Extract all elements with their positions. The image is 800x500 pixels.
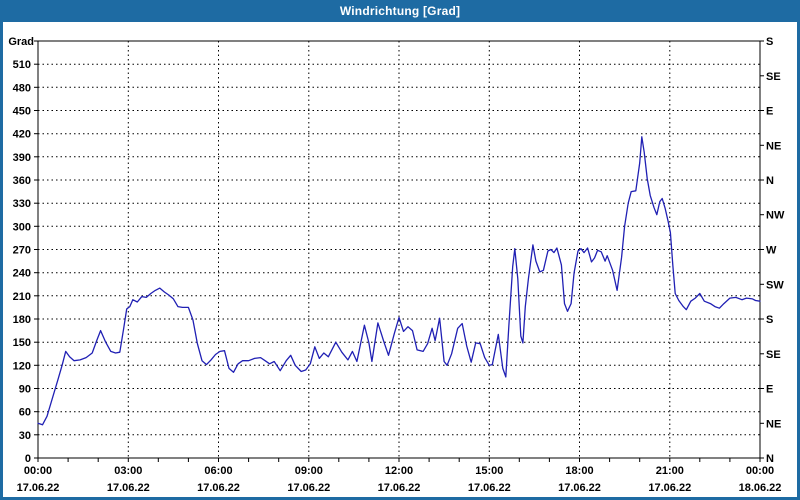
window-titlebar[interactable]: Windrichtung [Grad] — [3, 0, 797, 22]
y-right-compass-label: W — [766, 245, 777, 257]
y-left-tick-label: 120 — [13, 360, 31, 372]
x-date-label: 17.06.22 — [197, 482, 240, 494]
y-left-tick-label: 330 — [13, 198, 31, 210]
y-left-tick-label: 300 — [13, 221, 31, 233]
gridlines — [38, 41, 760, 458]
x-time-label: 12:00 — [385, 465, 413, 477]
y-left-tick-label: 390 — [13, 152, 31, 164]
y-left-tick-label: 420 — [13, 129, 31, 141]
series — [37, 136, 761, 426]
y-right-compass-label: SW — [766, 279, 784, 291]
y-left-tick-label: 30 — [19, 430, 31, 442]
y-left-axis: 0 30 60 90 120 150 180 210 240 270 300 330 360 390 420… — [8, 36, 38, 465]
y-left-tick-label: 360 — [13, 175, 31, 187]
y-left-tick-label: 510 — [13, 59, 31, 71]
x-time-label: 09:00 — [295, 465, 323, 477]
x-time-label: 15:00 — [475, 465, 503, 477]
y-right-compass-label: E — [766, 106, 773, 118]
y-left-tick-label: 270 — [13, 245, 31, 257]
y-right-compass-label: NE — [766, 140, 781, 152]
y-right-compass-label: S — [766, 314, 773, 326]
x-date-label: 17.06.22 — [287, 482, 330, 494]
x-time-label: 03:00 — [114, 465, 142, 477]
y-left-tick-label: 240 — [13, 268, 31, 280]
y-right-compass-label: NW — [766, 210, 785, 222]
x-date-label: 17.06.22 — [17, 482, 60, 494]
x-date-label: 17.06.22 — [558, 482, 601, 494]
x-time-label: 21:00 — [656, 465, 684, 477]
window-title: Windrichtung [Grad] — [339, 4, 461, 18]
y-right-compass-label: SE — [766, 349, 781, 361]
y-right-compass-label: N — [766, 175, 774, 187]
y-left-tick-label: 450 — [13, 106, 31, 118]
x-date-label: 17.06.22 — [648, 482, 691, 494]
x-date-label: 18.06.22 — [739, 482, 782, 494]
x-date-label: 17.06.22 — [107, 482, 150, 494]
x-time-label: 18:00 — [565, 465, 593, 477]
x-time-label: 00:00 — [746, 465, 774, 477]
y-left-tick-label: 0 — [25, 453, 31, 465]
y-right-compass-label: S — [766, 36, 773, 48]
y-right-compass-label: NE — [766, 418, 781, 430]
y-left-tick-label: 210 — [13, 291, 31, 303]
y-right-axis: S SE E NE N NW W SW S SE E NE N — [760, 36, 785, 465]
series-line-windrichtung — [37, 136, 761, 426]
y-right-compass-label: N — [766, 453, 774, 465]
x-date-label: 17.06.22 — [468, 482, 511, 494]
x-time-label: 06:00 — [204, 465, 232, 477]
x-time-label: 00:00 — [24, 465, 52, 477]
y-left-tick-label: 480 — [13, 82, 31, 94]
y-left-tick-label: 180 — [13, 314, 31, 326]
y-axis-unit-label: Grad — [8, 36, 34, 48]
wind-direction-chart: 0 30 60 90 120 150 180 210 240 270 300 330 360 390 420… — [8, 36, 785, 494]
chart-area: 0 30 60 90 120 150 180 210 240 270 300 330 360 390 420… — [3, 22, 797, 497]
y-right-compass-label: SE — [766, 71, 781, 83]
y-right-compass-label: E — [766, 384, 773, 396]
y-left-tick-label: 150 — [13, 337, 31, 349]
x-date-label: 17.06.22 — [378, 482, 421, 494]
y-left-tick-label: 90 — [19, 384, 31, 396]
y-left-tick-label: 60 — [19, 407, 31, 419]
x-axis: 00:00 17.06.22 03:00 17.06.22 06:00 17.06.22 0… — [17, 458, 782, 494]
